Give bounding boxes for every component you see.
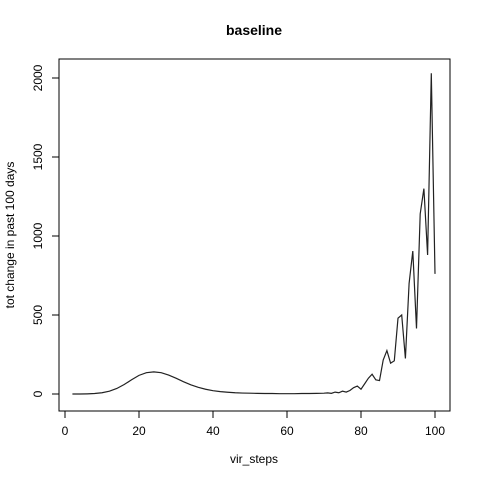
y-tick-label: 1500 [31, 143, 45, 170]
y-tick-label: 2000 [31, 64, 45, 91]
x-tick-label: 80 [354, 424, 368, 438]
x-tick-label: 60 [280, 424, 294, 438]
x-tick-label: 40 [206, 424, 220, 438]
x-axis-label: vir_steps [230, 452, 278, 466]
x-tick-label: 100 [425, 424, 445, 438]
x-axis-ticks: 0 20 40 60 80 100 [62, 411, 445, 438]
y-axis-label: tot change in past 100 days [3, 162, 17, 309]
x-tick-label: 20 [132, 424, 146, 438]
x-tick-label: 0 [62, 424, 69, 438]
plot-frame [58, 58, 451, 412]
series-line [72, 73, 436, 395]
chart-title: baseline [226, 22, 282, 38]
y-tick-label: 500 [31, 305, 45, 325]
y-tick-label: 1000 [31, 222, 45, 249]
y-axis-ticks: 0 500 1000 1500 2000 [31, 64, 59, 397]
y-tick-label: 0 [31, 390, 45, 397]
